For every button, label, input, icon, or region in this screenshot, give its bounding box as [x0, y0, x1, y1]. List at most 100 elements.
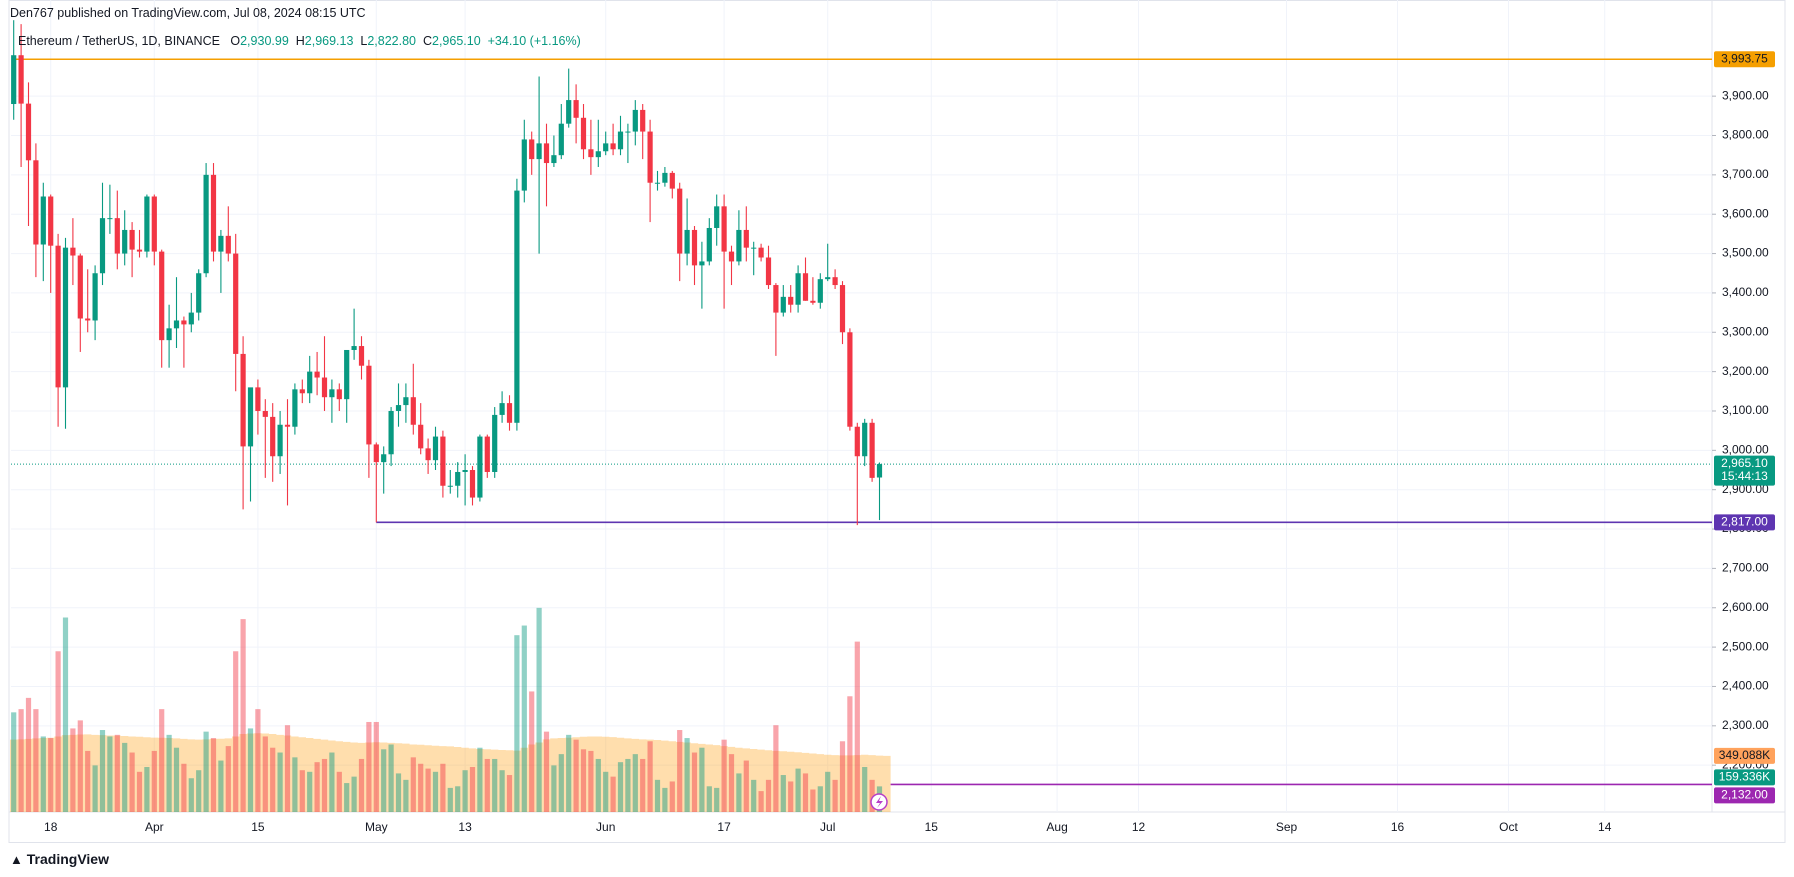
- candle-body: [728, 251, 735, 262]
- x-tick-label: 12: [1132, 820, 1146, 834]
- candle-body: [691, 229, 698, 266]
- candle-body: [839, 285, 846, 333]
- candle-body: [677, 188, 683, 254]
- candle-body: [773, 285, 779, 313]
- volume-bar: [233, 651, 239, 812]
- candle-body: [18, 55, 24, 104]
- candle-body: [373, 444, 379, 463]
- volume-bar: [314, 762, 320, 812]
- candle-body: [432, 436, 439, 461]
- volume-bar: [92, 765, 98, 812]
- y-tick-label: 2,500.00: [1722, 639, 1769, 653]
- candle-body: [144, 196, 150, 252]
- candle-body: [344, 349, 350, 400]
- candle-body: [469, 470, 476, 498]
- volume-bar: [18, 709, 24, 812]
- x-tick-label: Aug: [1046, 820, 1067, 834]
- candle-body: [743, 229, 749, 248]
- candle-body: [62, 247, 69, 388]
- x-tick-label: 14: [1598, 820, 1612, 834]
- candle-body: [129, 229, 135, 250]
- candle-body: [832, 277, 838, 286]
- volume-bar: [55, 651, 61, 812]
- ohlc-value: 2,822.80: [367, 34, 417, 48]
- candle-body: [329, 389, 335, 398]
- x-tick-label: Apr: [145, 820, 164, 834]
- volume-bar: [292, 757, 298, 812]
- volume-bar: [351, 776, 357, 812]
- volume-bar: [455, 786, 461, 812]
- volume-bar: [99, 730, 106, 812]
- volume-bar: [758, 791, 764, 812]
- candle-body: [603, 143, 609, 152]
- y-tick-label: 2,600.00: [1722, 600, 1769, 614]
- candle-body: [307, 371, 313, 394]
- volume-bar: [484, 758, 490, 812]
- candle-body: [625, 131, 631, 133]
- volume-bar: [166, 734, 172, 812]
- candle-body: [751, 247, 757, 249]
- candle-body: [40, 196, 46, 245]
- volume-bar: [188, 778, 194, 812]
- volume-bar: [566, 734, 572, 812]
- volume-bar: [521, 625, 527, 812]
- y-tick-label: 3,300.00: [1722, 324, 1769, 338]
- volume-bar: [440, 763, 446, 812]
- candle-body: [662, 172, 668, 183]
- volume-ma-label: 349.088K: [1719, 748, 1770, 762]
- last-price-box: [1714, 455, 1775, 486]
- volume-bar: [403, 779, 409, 812]
- x-tick-label: Sep: [1276, 820, 1298, 834]
- candle-body: [55, 245, 61, 388]
- volume-bar: [514, 635, 520, 812]
- candle-body: [795, 273, 801, 305]
- volume-bar: [196, 770, 202, 812]
- ohlc-key: O: [230, 34, 241, 48]
- candle-body: [299, 389, 305, 394]
- brand-name: TradingView: [26, 851, 109, 867]
- y-tick-label: 3,900.00: [1722, 88, 1769, 102]
- candle-body: [802, 273, 809, 301]
- x-tick-label: 17: [717, 820, 731, 834]
- volume-bar: [825, 771, 831, 812]
- volume-bar: [773, 725, 779, 812]
- volume-bar: [225, 746, 231, 812]
- volume-bar: [284, 725, 291, 812]
- candle-body: [810, 300, 816, 303]
- last-price-label: 15:44:13: [1721, 469, 1768, 483]
- candle-body: [233, 253, 239, 354]
- volume-bar: [499, 770, 505, 812]
- volume-bar: [344, 783, 350, 812]
- candle-body: [358, 346, 365, 366]
- candle-body: [669, 172, 675, 189]
- candle-body: [122, 229, 128, 254]
- y-tick-label: 3,400.00: [1722, 285, 1769, 299]
- volume-bar: [11, 712, 17, 812]
- volume-bar: [558, 754, 564, 812]
- volume-bar: [432, 771, 439, 812]
- volume-bar: [751, 779, 757, 812]
- volume-bar: [795, 768, 801, 812]
- volume-level-label: 2,132.00: [1721, 788, 1768, 802]
- volume-bar: [469, 766, 476, 812]
- volume-bar: [388, 744, 394, 812]
- volume-label: 159.336K: [1719, 770, 1770, 784]
- volume-bar: [136, 771, 143, 812]
- volume-bar: [62, 617, 69, 812]
- y-tick-label: 3,600.00: [1722, 206, 1769, 220]
- candle-body: [173, 320, 180, 329]
- volume-bar: [714, 787, 720, 812]
- candle-body: [455, 471, 461, 486]
- candle-body: [817, 279, 823, 303]
- volume-bar: [862, 766, 868, 812]
- ohlc-value: 2,969.13: [304, 34, 354, 48]
- volume-bar: [721, 739, 727, 812]
- candle-body: [292, 389, 298, 427]
- candle-body: [92, 273, 98, 321]
- publisher: Den767 published on TradingView.com, Jul…: [10, 6, 366, 20]
- volume-bar: [381, 749, 387, 812]
- volume-bar: [247, 728, 254, 812]
- volume-bar: [477, 747, 483, 812]
